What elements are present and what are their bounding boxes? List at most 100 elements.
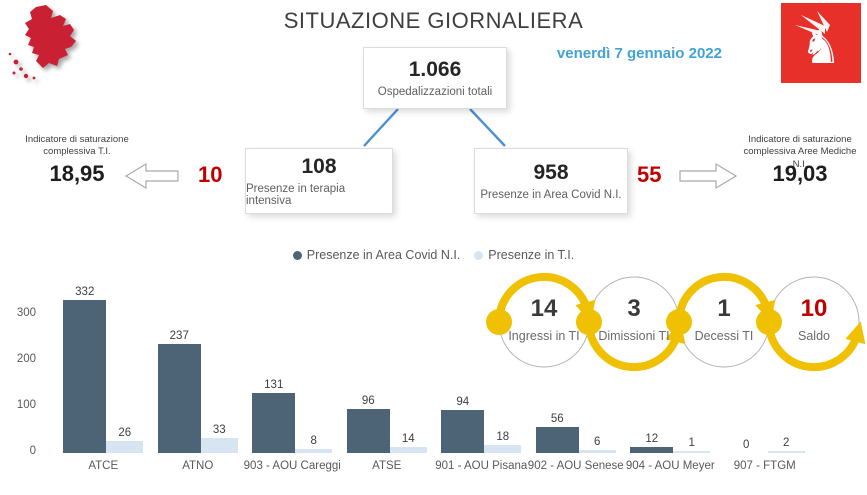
bar-value-label: 1 — [688, 437, 695, 449]
bar-ti[interactable] — [295, 449, 333, 453]
x-category-label: 903 - AOU Careggi — [243, 460, 341, 472]
bar-value-label: 33 — [212, 424, 226, 436]
ti-saturation-value: 18,95 — [49, 161, 105, 186]
bar-chart: 0 100 200 300 332 26 ATCE 237 33 ATNO 131 8 903 - A… — [0, 268, 867, 495]
flow-arrow — [584, 318, 686, 372]
right-arrow-icon — [679, 162, 738, 190]
bar-ti[interactable] — [767, 451, 805, 453]
flow-label: Decessi TI — [695, 329, 754, 343]
intensive-care-value: 108 — [301, 155, 337, 179]
y-tick-label: 100 — [16, 399, 36, 411]
left-arrow-icon — [124, 162, 179, 190]
flow-value: 1 — [717, 295, 730, 322]
flow-label: Ingressi in TI — [508, 329, 579, 343]
x-category-label: 902 - AOU Senese — [527, 460, 624, 472]
page-title: SITUAZIONE GIORNALIERA — [283, 8, 584, 33]
x-category-label: 904 - AOU Meyer — [625, 460, 715, 472]
flow-arrow — [494, 272, 596, 326]
bar-group-1: 237 33 ATNO — [151, 268, 246, 472]
bar-group-4: 94 18 901 - AOU Pisana — [434, 268, 529, 472]
report-date: venerdì 7 gennaio 2022 — [556, 45, 722, 62]
bar-ti[interactable] — [200, 438, 238, 453]
legend-dot — [292, 250, 302, 260]
x-category-label: 901 - AOU Pisana — [435, 460, 528, 472]
flow-node-dot — [486, 309, 512, 335]
x-category-label: 907 - FTGM — [733, 460, 796, 472]
bar-group-5: 56 6 902 - AOU Senese — [528, 268, 624, 472]
legend-item-1[interactable]: Presenze in T.I. — [474, 248, 574, 262]
bar-group-7: 0 2 907 - FTGM — [718, 268, 813, 472]
flow-node-dot — [756, 309, 782, 335]
bar-covid-area[interactable] — [346, 409, 390, 453]
legend-label: Presenze in Area Covid N.I. — [306, 248, 461, 262]
pegasus-logo: ♞ — [781, 3, 861, 83]
bar-value-label: 237 — [169, 330, 189, 342]
y-tick-label: 0 — [29, 445, 36, 457]
bar-covid-area[interactable] — [157, 344, 201, 453]
bar-value-label: 26 — [118, 427, 132, 439]
bar-value-label: 332 — [75, 286, 95, 298]
card-covid-area: 958 Presenze in Area Covid N.I. — [474, 148, 628, 214]
bar-group-6: 12 1 904 - AOU Meyer — [623, 268, 718, 472]
bar-value-label: 94 — [456, 396, 470, 408]
x-category-label: ATNO — [182, 460, 214, 472]
covid-area-value: 958 — [533, 161, 569, 185]
tuscany-map-icon — [6, 2, 106, 91]
bar-ti[interactable] — [484, 445, 522, 453]
legend-dot — [474, 250, 484, 260]
medical-area-delta-value: 55 — [637, 162, 662, 187]
x-category-label: ATSE — [372, 460, 402, 472]
ti-flow-visual: 14 Ingressi in TI 3 Dimissioni TI 1 Decessi T… — [486, 266, 867, 385]
card-intensive-care: 108 Presenze in terapia intensiva — [245, 148, 393, 214]
bar-covid-area[interactable] — [630, 447, 674, 453]
bar-value-label: 2 — [783, 437, 790, 449]
flow-arrow — [674, 272, 776, 326]
flow-value: 10 — [801, 295, 828, 322]
chart-legend: Presenze in Area Covid N.I. Presenze in T… — [0, 248, 867, 262]
bar-value-label: 14 — [401, 433, 415, 445]
flow-node-dot — [666, 309, 692, 335]
bar-value-label: 56 — [550, 413, 564, 425]
bar-value-label: 131 — [264, 379, 284, 391]
bar-ti[interactable] — [673, 451, 711, 453]
bar-group-2: 131 8 903 - AOU Careggi — [244, 268, 341, 472]
bar-value-label: 0 — [743, 439, 750, 451]
bar-value-label: 6 — [594, 436, 601, 448]
flow-arrow — [764, 318, 866, 372]
flow-label: Saldo — [798, 329, 830, 343]
bar-covid-area[interactable] — [63, 300, 107, 453]
bar-value-label: 18 — [496, 431, 510, 443]
bar-ti[interactable] — [578, 450, 616, 453]
intensive-care-label: Presenze in terapia intensiva — [246, 182, 346, 207]
bar-value-label: 96 — [361, 395, 375, 407]
flow-node-dot — [576, 309, 602, 335]
total-hospitalizations-label: Ospedalizzazioni totali — [377, 85, 493, 98]
bar-group-0: 332 26 ATCE — [56, 268, 151, 472]
legend-label: Presenze in T.I. — [488, 248, 575, 262]
bar-ti[interactable] — [106, 441, 144, 453]
covid-area-label: Presenze in Area Covid N.I. — [480, 188, 622, 201]
medical-area-saturation-label: Indicatore di saturazione complessiva Ar… — [743, 134, 857, 170]
flow-label: Dimissioni TI — [598, 329, 669, 343]
bar-group-3: 96 14 ATSE — [340, 268, 435, 472]
ti-saturation-label: Indicatore di saturazione complessiva T.… — [25, 134, 129, 158]
bar-value-label: 8 — [310, 435, 317, 447]
bar-covid-area[interactable] — [535, 427, 579, 453]
bar-covid-area[interactable] — [252, 393, 296, 453]
svg-text:♞: ♞ — [800, 20, 841, 74]
total-hospitalizations-value: 1.066 — [408, 58, 462, 82]
legend-item-0[interactable]: Presenze in Area Covid N.I. — [292, 248, 461, 262]
plot-area: 332 26 ATCE 237 33 ATNO 131 8 903 - AOU Careggi 9… — [56, 268, 813, 472]
bar-ti[interactable] — [389, 447, 427, 453]
bar-covid-area[interactable] — [441, 410, 485, 453]
y-tick-label: 200 — [16, 353, 36, 365]
card-total-hospitalizations: 1.066 Ospedalizzazioni totali — [363, 47, 507, 109]
y-tick-label: 300 — [16, 307, 36, 319]
flow-value: 14 — [531, 295, 558, 322]
medical-area-saturation-value: 19,03 — [772, 161, 828, 186]
bar-value-label: 12 — [645, 433, 659, 445]
x-category-label: ATCE — [88, 460, 119, 472]
ti-delta-value: 10 — [198, 162, 223, 187]
flow-value: 3 — [627, 295, 640, 322]
